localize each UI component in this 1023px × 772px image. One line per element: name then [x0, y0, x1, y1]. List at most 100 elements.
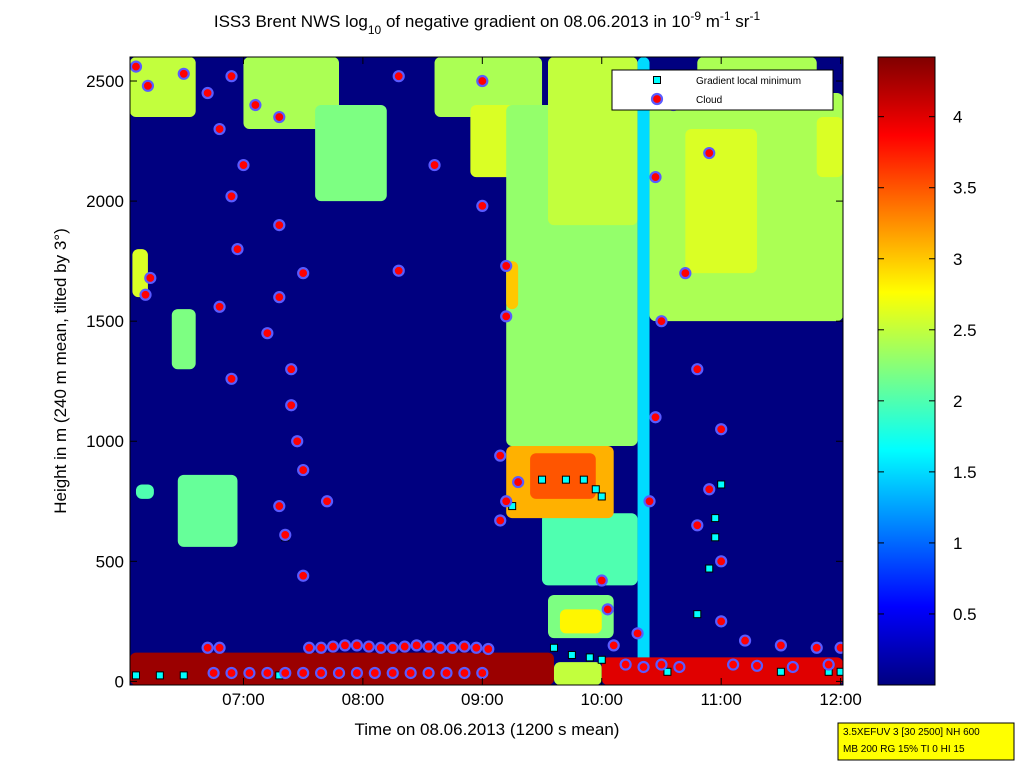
cloud-marker — [595, 574, 608, 587]
gradient-minimum-marker — [653, 76, 661, 84]
chart-title: ISS3 Brent NWS log10 of negative gradien… — [214, 9, 761, 37]
cloud-marker — [422, 666, 435, 680]
cloud-marker — [392, 264, 405, 277]
legend-label: Cloud — [696, 95, 722, 106]
axes-box — [129, 56, 844, 686]
cloud-marker — [691, 519, 704, 532]
info-box — [837, 722, 1015, 761]
heat-cell — [553, 662, 602, 685]
cloud-marker — [237, 158, 250, 172]
x-tick-label: 09:00 — [461, 690, 504, 709]
cloud-marker — [738, 634, 752, 647]
cloud-marker — [231, 243, 244, 256]
cloud-marker — [810, 641, 823, 654]
gradient-minimum-marker — [538, 475, 547, 484]
gradient-minimum-marker — [597, 492, 606, 501]
cloud-marker — [650, 92, 664, 106]
cloud-marker — [207, 666, 220, 680]
cloud-marker — [715, 555, 728, 568]
cloud-marker — [649, 411, 662, 424]
cloud-marker — [261, 327, 274, 340]
cloud-marker — [691, 363, 704, 376]
y-tick-label: 2500 — [86, 72, 124, 91]
cloud-marker — [476, 199, 489, 212]
cloud-marker — [715, 615, 728, 628]
x-tick-label: 10:00 — [580, 690, 623, 709]
cloud-marker — [332, 666, 346, 680]
heat-cell — [132, 249, 148, 298]
y-tick-label: 1500 — [86, 312, 124, 331]
colorbar-tick-label: 0.5 — [953, 605, 977, 624]
cloud-marker — [398, 640, 411, 653]
cloud-marker — [655, 315, 668, 328]
cloud-marker — [225, 666, 238, 680]
gradient-minimum-marker — [711, 533, 720, 542]
cloud-marker — [500, 259, 513, 273]
cloud-marker — [494, 514, 507, 527]
x-tick-label: 11:00 — [701, 690, 742, 709]
cloud-marker — [350, 666, 364, 680]
y-tick-label: 1000 — [86, 432, 124, 451]
cloud-marker — [434, 641, 447, 654]
cloud-marker — [285, 399, 298, 412]
cloud-marker — [422, 640, 435, 653]
colorbar-tick-label: 2.5 — [953, 321, 977, 340]
cloud-marker — [213, 300, 226, 313]
colorbar-tick-label: 4 — [953, 108, 962, 127]
heat-cell — [506, 261, 519, 310]
gradient-minimum-marker — [663, 667, 672, 676]
colorbar-tick-label: 1.5 — [953, 463, 977, 482]
cloud-marker — [458, 666, 471, 680]
cloud-marker — [326, 640, 340, 653]
heat-cell — [177, 474, 238, 547]
cloud-marker — [404, 666, 417, 680]
cloud-marker — [655, 658, 668, 671]
title-part: of negative gradient on 08.06.2013 in 10 — [381, 12, 690, 31]
gradient-minimum-marker — [579, 475, 588, 484]
title-part: sr — [731, 12, 750, 31]
cloud-marker — [703, 146, 716, 160]
cloud-marker — [225, 372, 238, 385]
heat-cell — [171, 309, 196, 370]
cloud-marker — [225, 190, 238, 203]
y-tick-label: 500 — [96, 552, 124, 571]
cloud-marker — [637, 660, 650, 674]
heat-cell — [685, 129, 758, 274]
cloud-marker — [243, 666, 256, 680]
cloud-marker — [476, 74, 489, 88]
cloud-marker — [213, 641, 226, 654]
cloud-marker — [225, 70, 238, 83]
heat-cell — [434, 57, 543, 118]
gradient-minimum-marker — [549, 643, 558, 652]
cloud-marker — [350, 639, 364, 652]
cloud-marker — [410, 639, 423, 652]
heat-cell — [135, 484, 154, 499]
y-tick-label: 0 — [115, 672, 124, 691]
gradient-minimum-marker — [705, 564, 714, 573]
cloud-marker — [201, 641, 214, 654]
gradient-minimum-marker — [561, 475, 570, 484]
cloud-marker — [673, 660, 686, 674]
heat-cell — [637, 57, 650, 682]
cloud-marker — [643, 495, 656, 508]
title-part: 10 — [368, 23, 382, 37]
cloud-marker — [273, 499, 286, 513]
cloud-marker — [649, 170, 662, 184]
colorbar-tick-label: 3 — [953, 250, 962, 269]
cloud-marker — [213, 122, 226, 136]
title-part: -1 — [749, 9, 760, 23]
cloud-marker — [201, 86, 214, 100]
heat-cell — [816, 117, 843, 178]
cloud-marker — [320, 495, 334, 508]
gradient-minimum-marker — [591, 485, 600, 494]
cloud-marker — [273, 219, 286, 232]
cloud-marker — [631, 627, 644, 640]
info-line: MB 200 RG 15% TI 0 HI 15 — [843, 744, 965, 755]
heat-cell — [601, 657, 843, 685]
cloud-marker — [144, 271, 157, 285]
cloud-marker — [786, 660, 799, 674]
cloud-marker — [476, 666, 489, 680]
cloud-marker — [297, 569, 310, 582]
cloud-marker — [679, 267, 692, 280]
